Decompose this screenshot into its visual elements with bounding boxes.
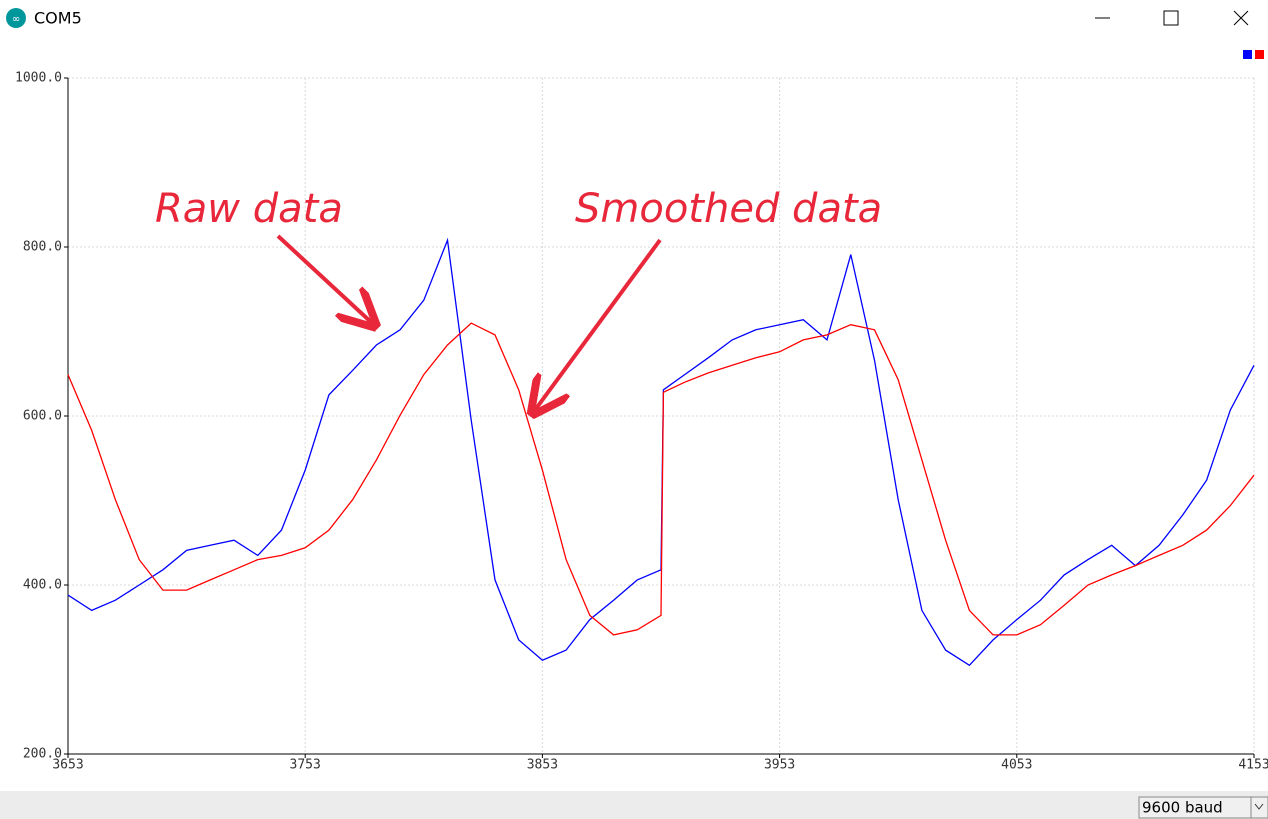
data-line: [67, 322, 1255, 636]
maximize-button[interactable]: [1163, 10, 1179, 26]
close-button[interactable]: [1233, 10, 1249, 26]
y-tick-label: 1000.0: [15, 71, 62, 86]
annotation: Smoothed data: [575, 186, 882, 232]
x-tick-label: 3853: [527, 758, 558, 773]
x-tick-label: 4153: [1238, 758, 1268, 773]
window-title: COM5: [34, 9, 82, 28]
x-tick-label: 4053: [1001, 758, 1032, 773]
x-tick-label: 3953: [764, 758, 795, 773]
status-bar: [0, 791, 1268, 819]
annotation: Raw data: [155, 186, 343, 232]
y-tick-label: 800.0: [23, 240, 62, 255]
y-tick-label: 200.0: [23, 747, 62, 762]
baud-label[interactable]: 9600 baud: [1142, 799, 1223, 817]
y-tick-label: 600.0: [23, 409, 62, 424]
x-tick-label: 3753: [290, 758, 321, 773]
dropdown-button[interactable]: [1250, 796, 1268, 819]
dropdown-arrow: [1254, 803, 1264, 810]
app-icon-glyph: ∞: [12, 14, 20, 25]
legend-swatch: [1255, 50, 1264, 59]
annotation-arrow: [535, 238, 662, 410]
annotation-arrow: [276, 234, 372, 323]
app-icon: [6, 8, 26, 28]
legend-swatch: [1243, 50, 1252, 59]
x-tick-label: 3653: [52, 758, 83, 773]
y-tick-label: 400.0: [23, 578, 62, 593]
